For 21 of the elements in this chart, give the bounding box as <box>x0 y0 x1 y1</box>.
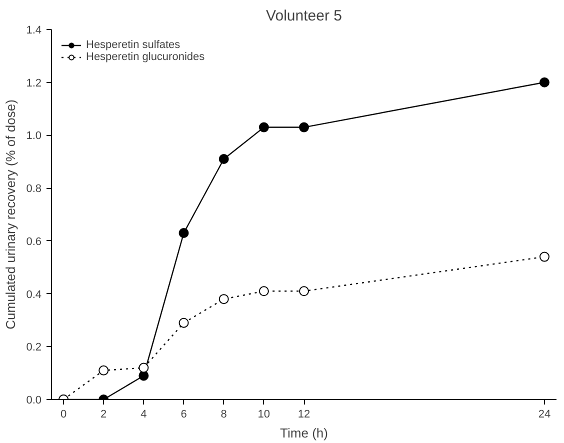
y-tick-label: 1.2 <box>26 77 42 90</box>
y-tick-label: 1.4 <box>26 24 42 36</box>
chart-title: Volunteer 5 <box>266 8 342 24</box>
y-tick-label: 1.0 <box>26 130 42 142</box>
x-tick-label: 6 <box>180 408 187 420</box>
x-tick-label: 2 <box>100 408 107 420</box>
x-tick-label: 12 <box>298 408 310 420</box>
y-tick-label: 0.2 <box>26 342 42 354</box>
y-tick-label: 0.0 <box>26 394 42 406</box>
x-tick-label: 10 <box>258 408 270 420</box>
y-tick-label: 0.4 <box>26 288 42 301</box>
legend-label: Hesperetin glucuronides <box>86 51 205 63</box>
x-tick-label: 4 <box>140 408 147 420</box>
legend-label: Hesperetin sulfates <box>86 39 180 51</box>
y-axis-title: Cumulated urinary recovery (% of dose) <box>3 100 18 330</box>
x-tick-label: 0 <box>60 408 67 420</box>
x-tick-label: 8 <box>220 408 227 420</box>
y-tick-label: 0.8 <box>26 183 42 196</box>
y-tick-label: 0.6 <box>26 236 42 248</box>
x-tick-label: 24 <box>538 408 551 420</box>
x-axis-title: Time (h) <box>280 426 328 440</box>
